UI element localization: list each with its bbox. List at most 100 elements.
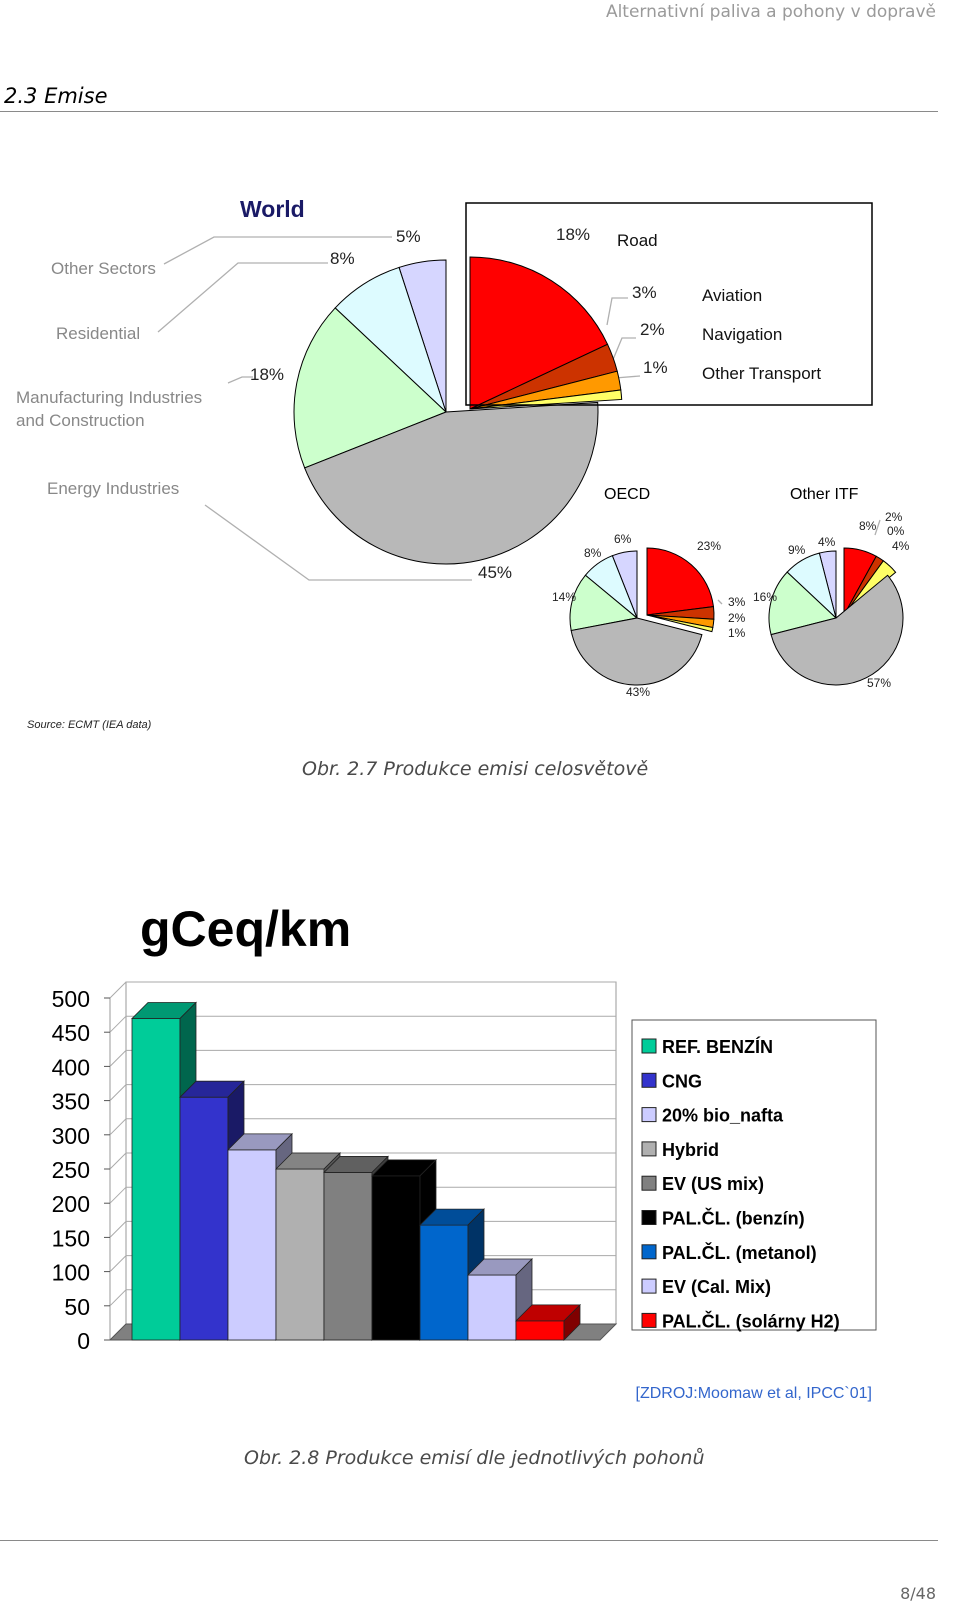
leader-line	[163, 236, 392, 265]
bar-ev-cal-mix	[467, 1274, 517, 1341]
pie-slice-manufacturing-industries-and-construction	[768, 571, 838, 636]
pie-value-label: 6%	[614, 532, 632, 546]
running-title: Alternativní paliva a pohony v dopravě	[605, 2, 936, 22]
legend-label: EV (Cal. Mix)	[662, 1277, 771, 1297]
y-tick-label: 50	[64, 1294, 90, 1320]
y-tick-label: 400	[52, 1054, 90, 1080]
section-heading: 2.3 Emise	[4, 84, 108, 108]
category-label-energy-industries: Energy Industries	[47, 479, 179, 498]
leader-line	[606, 297, 628, 326]
legend-label: PAL.ČL. (benzín)	[662, 1208, 805, 1229]
category-label-residential: Residential	[56, 324, 140, 343]
pie-slice-other-transport	[469, 389, 623, 410]
legend-swatch	[641, 1312, 657, 1328]
pie-value-label: 3%	[728, 595, 746, 609]
pie-value-label: 8%	[584, 546, 602, 560]
pie-value-label: 14%	[552, 590, 576, 604]
pie-value-label: 18%	[556, 225, 590, 244]
legend-label: Hybrid	[662, 1140, 719, 1160]
leader-line	[157, 262, 328, 333]
figure1-caption: Obr. 2.7 Produkce emisi celosvětově	[302, 758, 649, 780]
y-tick-label: 150	[52, 1225, 90, 1251]
pie-value-label: 8%	[330, 249, 355, 268]
pie-value-label: 8%	[859, 519, 877, 533]
pie-value-label: 2%	[728, 611, 746, 625]
pies-layer	[293, 256, 904, 686]
legend-swatch	[641, 1175, 657, 1191]
bar-chart-title: gCeq/km	[140, 901, 351, 957]
legend-label: CNG	[662, 1071, 702, 1091]
bar-pal-l-sol-rny-h2-side	[563, 1303, 581, 1341]
pie-slice-energy-industries	[570, 617, 703, 686]
pie-value-label: 4%	[818, 535, 836, 549]
pie-title: OECD	[604, 486, 650, 503]
page-number: 8/48	[900, 1584, 936, 1603]
pie-value-label: 1%	[643, 358, 668, 377]
y-tick-label: 450	[52, 1020, 90, 1046]
pie-value-label: 23%	[697, 539, 721, 553]
legend-swatch	[641, 1278, 657, 1294]
pie-value-label: 2%	[640, 320, 665, 339]
gridline	[109, 1015, 616, 1033]
leader-line	[204, 504, 472, 581]
pie-value-label: 57%	[867, 676, 891, 690]
gridline	[109, 1118, 616, 1136]
pie-value-label: 45%	[478, 563, 512, 582]
y-tick-label: 500	[52, 986, 90, 1012]
legend-label: PAL.ČL. (metanol)	[662, 1242, 817, 1263]
leader-lines	[157, 236, 881, 605]
bar-text-layer: 0 50 100 150 200 250 300 350 400 450 500 gCeq/km REF…	[52, 901, 877, 1402]
pie-value-label: 3%	[632, 283, 657, 302]
pie-value-label: 2%	[885, 510, 903, 524]
leader-line	[227, 376, 253, 384]
gridline	[109, 1084, 616, 1101]
pie-value-label: 0%	[887, 524, 905, 538]
pie-slice-energy-industries	[304, 401, 599, 565]
pie-slice-energy-industries	[770, 574, 904, 686]
legend-swatch	[641, 1107, 657, 1123]
legend-swatch	[641, 1210, 657, 1225]
gridline	[109, 1186, 616, 1204]
figure1-source: Source: ECMT (IEA data)	[27, 719, 152, 731]
bar-ref-benz-n	[131, 1018, 181, 1341]
pie-title: Other ITF	[790, 486, 859, 503]
bar-pal-l-sol-rny-h2	[515, 1320, 565, 1341]
leader-line	[717, 599, 723, 605]
leader-line	[611, 337, 636, 363]
header-rule	[0, 111, 938, 112]
bars-layer	[131, 1001, 581, 1341]
figure2-source: [ZDROJ:Moomaw et al, IPCC`01]	[636, 1385, 873, 1402]
pie-slice-manufacturing-industries-and-construction	[569, 574, 639, 632]
bar-pal-l-benz-n	[371, 1175, 421, 1341]
y-tick-label: 250	[52, 1157, 90, 1183]
pie-value-label: 16%	[753, 590, 777, 604]
gridline	[109, 1152, 616, 1170]
legend-label: 20% bio_nafta	[662, 1106, 784, 1126]
footer-rule	[0, 1540, 938, 1541]
category-label-navigation: Navigation	[702, 325, 782, 344]
legend-label: REF. BENZÍN	[662, 1036, 773, 1057]
legend-swatch	[641, 1072, 657, 1088]
pie-slice-manufacturing-industries-and-construction	[293, 307, 447, 469]
pie-slice-other-transport	[646, 614, 714, 633]
y-tick-label: 100	[52, 1260, 90, 1286]
pie-value-label: 1%	[728, 626, 746, 640]
leader-line	[874, 519, 881, 536]
gridline	[109, 1049, 616, 1067]
y-tick-label: 200	[52, 1191, 90, 1217]
legend-swatch	[641, 1141, 657, 1157]
legend-box	[631, 1019, 877, 1331]
bar-20-bio-nafta	[227, 1149, 277, 1341]
legend-swatch	[641, 1038, 657, 1054]
pie-slice-road	[469, 256, 609, 410]
y-tick-label: 350	[52, 1089, 90, 1115]
category-label-aviation: Aviation	[702, 286, 762, 305]
legend-swatch	[641, 1244, 657, 1260]
pie-value-label: 4%	[892, 539, 910, 553]
pie-value-label: 43%	[626, 685, 650, 699]
y-tick-label: 0	[77, 1328, 90, 1354]
category-label-other-sectors: Other Sectors	[51, 259, 156, 278]
legend-label: PAL.ČL. (solárny H2)	[662, 1310, 840, 1331]
emissions-bar-figure: 0 50 100 150 200 250 300 350 400 450 500 gCeq/km REF…	[52, 901, 877, 1402]
